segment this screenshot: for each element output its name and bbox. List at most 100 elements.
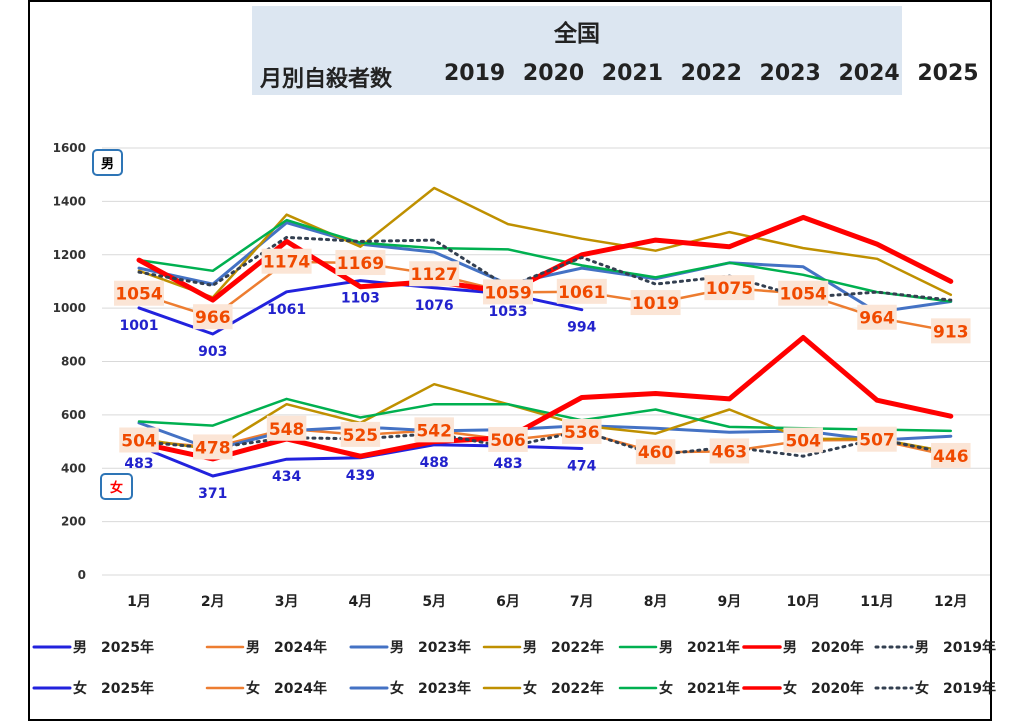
data-label: 474 (567, 459, 596, 475)
x-tick-label: 7月 (570, 594, 594, 610)
x-tick-label: 2月 (201, 594, 225, 610)
group-label-female: 女 (110, 480, 123, 496)
legend-entry: 女 2024年 (246, 680, 327, 697)
data-label: 507 (859, 431, 895, 451)
data-label: 1019 (632, 294, 679, 314)
data-label: 506 (490, 431, 526, 451)
data-label-box (783, 427, 823, 453)
x-tick-label: 1月 (127, 594, 151, 610)
series-line (137, 221, 953, 314)
x-tick-label: 6月 (496, 594, 520, 610)
data-label-box (119, 427, 159, 453)
data-label: 439 (346, 468, 375, 484)
x-tick-label: 9月 (718, 594, 742, 610)
data-label: 1054 (780, 285, 827, 305)
data-label-box (114, 280, 164, 306)
y-tick-label: 400 (61, 461, 86, 475)
data-label: 966 (195, 308, 231, 328)
data-label: 1054 (115, 285, 162, 305)
data-label-box (488, 426, 528, 452)
series-line (137, 218, 953, 303)
legend-entry: 女 2020年 (783, 680, 864, 697)
legend-entry: 女 2019年 (915, 680, 996, 697)
x-tick-label: 4月 (349, 594, 373, 610)
data-label-box (635, 439, 676, 465)
data-label: 483 (124, 456, 153, 472)
data-label: 542 (416, 421, 452, 441)
y-tick-label: 1400 (53, 194, 86, 208)
series-line (136, 214, 954, 303)
data-label-box (340, 421, 381, 447)
legend-entry: 男 2023年 (390, 639, 471, 656)
data-label: 488 (420, 455, 449, 471)
data-label: 1174 (263, 253, 310, 273)
x-tick-label: 12月 (934, 594, 967, 610)
legend-entry: 男 2024年 (246, 639, 327, 656)
data-label-box (778, 280, 829, 306)
data-label: 1169 (337, 254, 384, 274)
data-label: 994 (567, 320, 596, 336)
data-label: 903 (198, 344, 227, 360)
data-label: 371 (198, 486, 227, 502)
data-label-box (483, 279, 533, 305)
y-tick-label: 200 (61, 515, 86, 529)
data-label: 1127 (411, 265, 458, 285)
y-tick-label: 1200 (53, 248, 86, 262)
legend-entry: 女 2023年 (390, 680, 471, 697)
data-label-box (409, 261, 460, 287)
y-tick-label: 1600 (53, 141, 86, 155)
data-label-box (193, 434, 233, 460)
chart-header: 全国 月別自殺者数 2019 2020 2021 2022 2023 2024 … (252, 6, 979, 95)
data-label-box (335, 250, 386, 276)
data-label: 478 (195, 438, 231, 458)
data-label: 1076 (415, 298, 454, 314)
legend-entry: 男 2020年 (783, 639, 864, 656)
y-tick-label: 600 (61, 408, 86, 422)
data-label: 536 (564, 423, 600, 443)
data-label-box (556, 278, 607, 304)
data-label: 964 (859, 309, 895, 329)
data-label-box (704, 275, 755, 301)
x-tick-label: 8月 (644, 594, 668, 610)
data-label-box (562, 418, 602, 444)
chart-years: 2019 2020 2021 2022 2023 2024 2025 (444, 61, 979, 86)
data-label: 463 (712, 442, 748, 462)
legend-entry: 女 2025年 (73, 680, 154, 697)
legend-entry: 女 2021年 (659, 680, 740, 697)
data-label: 913 (933, 322, 969, 342)
data-label: 446 (933, 447, 969, 467)
data-label: 483 (493, 456, 522, 472)
data-label-box (193, 304, 233, 330)
y-tick-label: 800 (61, 355, 86, 369)
data-label: 434 (272, 469, 301, 485)
x-tick-label: 10月 (786, 594, 819, 610)
data-label: 1061 (267, 302, 306, 318)
y-tick-label: 0 (78, 568, 86, 582)
data-label: 504 (121, 431, 157, 451)
series-line (137, 235, 953, 302)
group-label-box (100, 473, 133, 500)
data-label-box (931, 442, 971, 468)
data-label: 504 (785, 431, 821, 451)
legend-entry: 女 2022年 (523, 680, 604, 697)
data-label-box (414, 417, 454, 443)
chart-title: 全国 (554, 21, 600, 47)
group-label-male: 男 (101, 157, 114, 172)
data-label: 1075 (706, 279, 753, 299)
legend-entry: 男 2019年 (915, 639, 996, 656)
data-label: 525 (343, 426, 379, 446)
data-label: 1053 (489, 304, 528, 320)
data-label: 1103 (341, 291, 380, 307)
legend-entry: 男 2025年 (73, 639, 154, 656)
data-label: 1061 (558, 283, 605, 303)
x-tick-label: 3月 (275, 594, 299, 610)
group-label-box (92, 149, 123, 176)
legend-entry: 男 2021年 (659, 639, 740, 656)
chart-subtitle: 月別自殺者数 (260, 67, 393, 92)
data-label-box (266, 415, 307, 441)
data-label-box (709, 438, 750, 464)
data-label-box (261, 248, 312, 274)
x-tick-label: 11月 (860, 594, 893, 610)
data-label-box (630, 290, 681, 316)
